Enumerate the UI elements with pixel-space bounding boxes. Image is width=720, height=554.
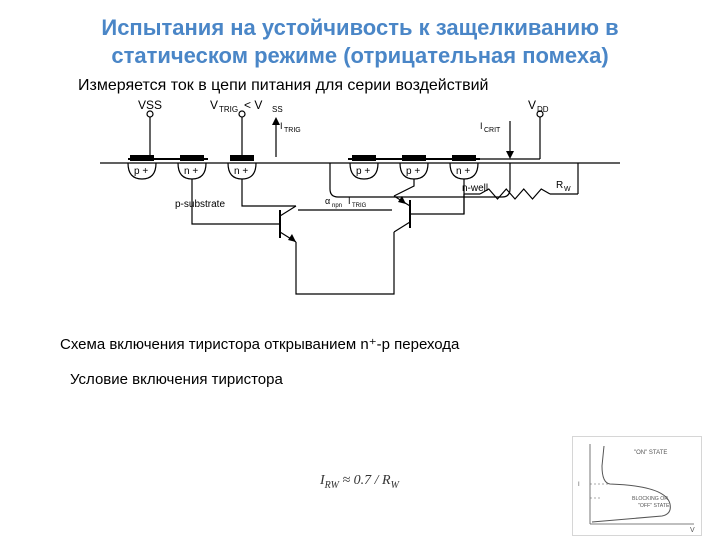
svg-text:V: V xyxy=(528,99,536,112)
svg-text:W: W xyxy=(564,186,571,193)
svg-text:n +: n + xyxy=(456,166,470,177)
svg-text:V: V xyxy=(210,99,218,112)
svg-text:n +: n + xyxy=(234,166,248,177)
formula-R-sub: W xyxy=(391,480,399,491)
svg-text:TRIG: TRIG xyxy=(352,203,367,209)
svg-text:BLOCKING OR: BLOCKING OR xyxy=(632,496,668,502)
formula-I-sub: RW xyxy=(325,480,339,491)
svg-text:SS: SS xyxy=(272,105,283,114)
formula: IRW ≈ 0.7 / RW xyxy=(320,473,399,491)
svg-text:"OFF" STATE: "OFF" STATE xyxy=(638,503,670,509)
svg-text:VSS: VSS xyxy=(138,99,162,112)
svg-text:V: V xyxy=(690,527,695,534)
svg-text:DD: DD xyxy=(537,105,549,114)
svg-text:CRIT: CRIT xyxy=(484,127,501,134)
caption-scheme: Схема включения тиристора открыванием n⁺… xyxy=(60,335,720,353)
caption-condition: Условие включения тиристора xyxy=(70,371,283,388)
svg-text:p-substrate: p-substrate xyxy=(175,199,225,210)
svg-text:α: α xyxy=(325,196,330,206)
cross-section-diagram: n-wellp +n +n +p +p +n +p-substrateVSSVT… xyxy=(80,99,640,329)
svg-text:R: R xyxy=(556,180,563,191)
subtitle: Измеряется ток в цепи питания для серии … xyxy=(78,77,720,95)
formula-approx: ≈ 0.7 / xyxy=(339,473,382,488)
iv-curve-plot: "ON" STATEBLOCKING OR"OFF" STATEVI xyxy=(572,436,702,536)
slide-title: Испытания на устойчивость к защелкиванию… xyxy=(40,14,680,69)
formula-R: R xyxy=(382,473,391,488)
svg-text:TRIG: TRIG xyxy=(284,127,301,134)
svg-text:p +: p + xyxy=(356,166,370,177)
svg-text:n-well: n-well xyxy=(462,183,488,194)
svg-text:"ON" STATE: "ON" STATE xyxy=(634,450,667,456)
svg-text:n +: n + xyxy=(184,166,198,177)
svg-text:p +: p + xyxy=(406,166,420,177)
svg-text:npn: npn xyxy=(332,203,342,209)
svg-text:I: I xyxy=(280,121,283,131)
svg-text:I: I xyxy=(348,196,351,206)
svg-text:p +: p + xyxy=(134,166,148,177)
svg-text:< V: < V xyxy=(244,99,262,112)
svg-text:TRIG: TRIG xyxy=(219,105,238,114)
svg-text:I: I xyxy=(480,121,483,131)
